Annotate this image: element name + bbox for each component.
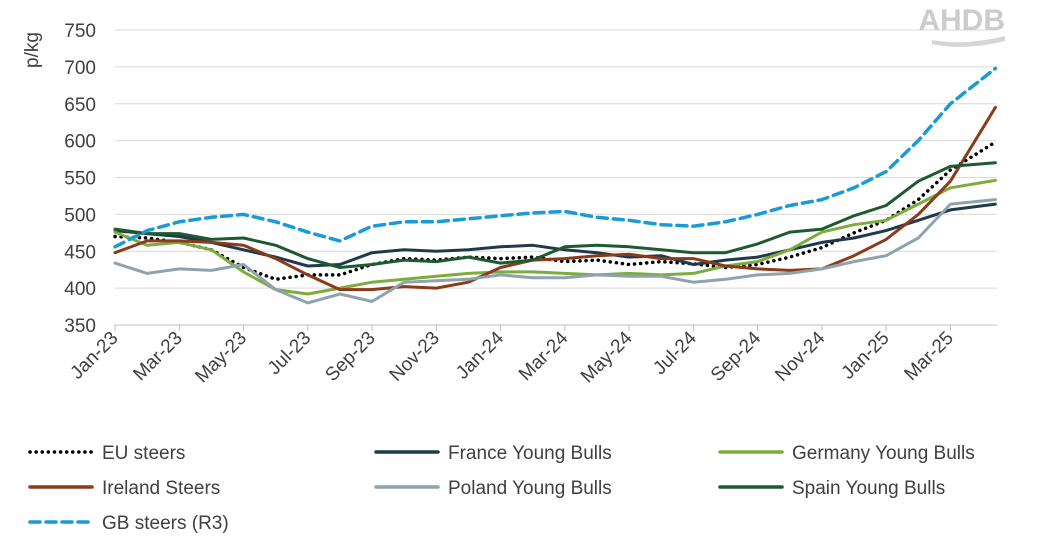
x-tick-label: Jul-23	[264, 328, 315, 379]
legend-label-2: Germany Young Bulls	[792, 443, 975, 464]
y-axis-label: p/kg	[22, 32, 43, 68]
y-tick-label: 400	[64, 279, 96, 300]
x-tick-label: Mar-23	[129, 328, 186, 385]
y-tick-label: 350	[64, 316, 96, 337]
x-tick-label: Mar-24	[515, 327, 573, 385]
legend-label-5: Spain Young Bulls	[792, 478, 945, 499]
ahdb-logo: AHDB	[918, 4, 1005, 47]
legend-label-4: Poland Young Bulls	[448, 478, 612, 499]
x-tick-label: Nov-23	[386, 328, 444, 386]
y-tick-label: 650	[64, 95, 96, 116]
x-tick-label: Jan-24	[452, 327, 508, 383]
x-tick-label: May-23	[191, 328, 251, 388]
series-lines	[113, 66, 998, 305]
series-line-4	[113, 198, 997, 305]
series-line-6	[113, 66, 998, 249]
x-tick-label: Sep-23	[321, 328, 379, 386]
legend: EU steers France Young Bulls Germany Young…	[28, 443, 975, 534]
gridlines	[115, 29, 997, 326]
ahdb-logo-text: AHDB	[918, 4, 1005, 37]
legend-label-6: GB steers (R3)	[102, 513, 229, 534]
legend-label-3: Ireland Steers	[102, 478, 220, 499]
legend-label-1: France Young Bulls	[448, 443, 612, 464]
x-tick-label: Mar-25	[901, 328, 958, 385]
y-tick-label: 500	[64, 205, 96, 226]
series-line-2	[113, 178, 997, 296]
y-tick-label: 750	[64, 21, 96, 42]
x-tick-label: May-24	[577, 327, 637, 387]
x-tick-label: Sep-24	[707, 327, 765, 385]
logo-swoosh	[932, 36, 1005, 47]
y-tick-label: 550	[64, 169, 96, 190]
series-line-3	[113, 105, 997, 292]
y-tick-label: 600	[64, 132, 96, 153]
y-tick-label: 450	[64, 242, 96, 263]
legend-label-0: EU steers	[102, 443, 185, 464]
y-tick-label: 700	[64, 58, 96, 79]
x-tick-label: Jan-25	[838, 328, 894, 384]
x-tick-label: Jul-24	[649, 327, 701, 379]
series-line-5	[113, 161, 997, 269]
x-tick-label: Nov-24	[771, 327, 829, 385]
